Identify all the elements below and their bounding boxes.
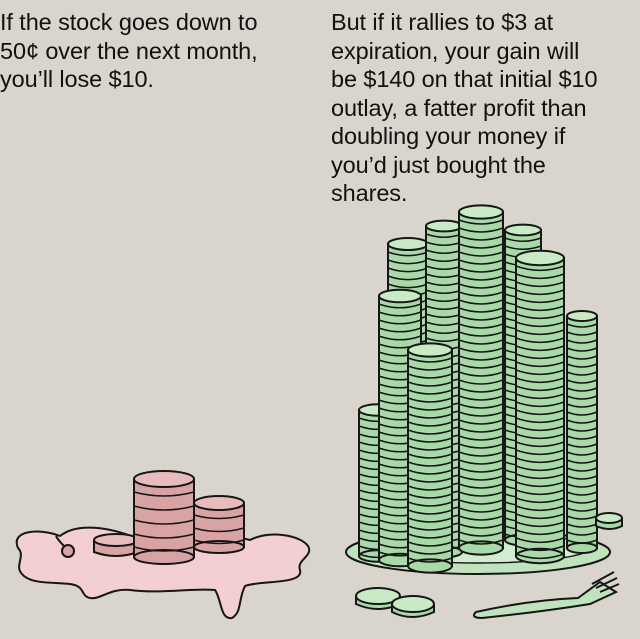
- green-coin-stack: [407, 342, 453, 574]
- green-coin-stack: [458, 204, 504, 556]
- loose-coins: [355, 512, 623, 618]
- loss-coin-stack-tall: [133, 470, 195, 565]
- coin-drip: [61, 544, 75, 558]
- gain-coin-stacks: [358, 204, 598, 574]
- green-coin-stack: [515, 249, 565, 565]
- caption-gain: But if it rallies to $3 at expiration, y…: [331, 9, 598, 206]
- green-coin-stack: [566, 310, 598, 554]
- loss-illustration: [15, 470, 311, 620]
- loss-coin-stack-short: [193, 495, 245, 554]
- gain-illustration: [345, 204, 623, 620]
- fork: [473, 571, 620, 620]
- caption-loss: If the stock goes down to 50¢ over the n…: [0, 9, 258, 92]
